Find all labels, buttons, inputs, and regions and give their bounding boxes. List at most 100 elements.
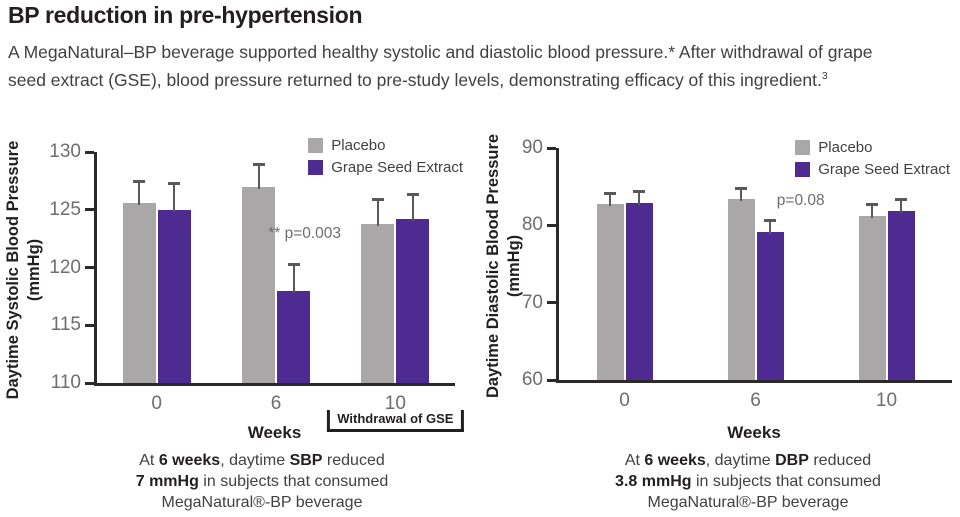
caption-line: 3.8 mmHg in subjects that consumed <box>568 471 928 492</box>
caption-line: MegaNatural®-BP beverage <box>568 492 928 513</box>
caption-bold-text: 6 weeks <box>158 452 221 469</box>
plot-area-systolic: 110 115 120 125 130 0 6 10 ** p=0.003 <box>49 141 455 414</box>
caption-systolic: At 6 weeks, daytime SBP reduced 7 mmHg in… <box>82 450 442 513</box>
subtitle-text: A MegaNatural–BP beverage supported heal… <box>8 42 873 90</box>
caption-bold-text: 3.8 mmHg <box>615 473 692 490</box>
y-tick-label: 110 <box>50 372 81 393</box>
error-bar-stem <box>173 183 176 212</box>
error-bar-cap <box>406 192 419 196</box>
p-value-annotation: ** p=0.003 <box>268 225 342 242</box>
caption-line: MegaNatural®-BP beverage <box>82 492 442 513</box>
x-axis-title: Weeks <box>727 423 781 442</box>
bar-placebo-week-6 <box>727 199 755 380</box>
y-tick-mark <box>85 208 94 212</box>
legend: Placebo Grape Seed Extract <box>308 137 463 176</box>
y-axis-title-line1: Daytime Systolic Blood Pressure <box>4 140 22 400</box>
legend-label-placebo: Placebo <box>818 139 873 156</box>
systolic-bp-chart: Daytime Systolic Blood Pressure (mmHg) 1… <box>0 133 470 517</box>
footnote-marker: 3 <box>821 70 828 82</box>
y-tick-label: 130 <box>49 141 81 162</box>
p-value-annotation: p=0.08 <box>776 191 825 209</box>
bar-gse-week-10 <box>396 219 430 383</box>
caption-text: in subjects that consumed <box>691 473 881 490</box>
caption-text: , daytime <box>705 452 776 469</box>
plot-area-diastolic: 60 70 80 90 0 6 10 p=0.08 <box>522 137 952 411</box>
bar-gse-week-0 <box>157 209 191 383</box>
error-bar-stem <box>376 199 379 226</box>
bar-gse-week-10 <box>887 211 915 380</box>
x-axis-title: Weeks <box>247 423 302 442</box>
y-tick-mark <box>547 301 556 305</box>
y-axis-title-line1: Daytime Diastolic Blood Pressure <box>484 133 502 399</box>
legend-label-gse: Grape Seed Extract <box>818 161 950 178</box>
caption-text: reduced <box>322 452 385 469</box>
x-tick-label-week-0: 0 <box>619 390 630 411</box>
error-bar-cap <box>133 179 146 183</box>
caption-text: MegaNatural®-BP beverage <box>647 494 849 511</box>
y-tick-mark <box>85 381 94 385</box>
y-tick-label: 115 <box>50 314 81 336</box>
caption-bold-text: DBP <box>775 452 809 469</box>
caption-line: 7 mmHg in subjects that consumed <box>82 471 442 492</box>
error-bar-stem <box>292 264 295 293</box>
error-bar-stem <box>740 188 742 202</box>
legend: Placebo Grape Seed Extract <box>795 139 950 178</box>
bar-gse-week-0 <box>625 202 653 380</box>
bar-placebo-week-0 <box>596 203 624 380</box>
diastolic-bp-chart: Daytime Diastolic Blood Pressure (mmHg) … <box>480 133 960 517</box>
bar-placebo-week-10 <box>361 223 395 383</box>
caption-text: At <box>624 452 645 469</box>
caption-line: At 6 weeks, daytime DBP reduced <box>568 450 928 471</box>
legend-label-gse: Grape Seed Extract <box>331 159 463 176</box>
gse-swatch-icon <box>795 162 811 177</box>
y-tick-label: 70 <box>521 291 543 313</box>
caption-text: reduced <box>808 452 872 469</box>
error-bar-cap <box>252 162 265 166</box>
x-tick-label-week-6: 6 <box>270 393 282 414</box>
page-subtitle: A MegaNatural–BP beverage supported heal… <box>8 40 896 92</box>
caption-bold-text: 6 weeks <box>644 452 706 469</box>
y-tick-mark <box>547 146 556 150</box>
error-bar-stem <box>769 219 771 235</box>
y-tick-label: 60 <box>521 369 543 390</box>
bar-placebo-week-6 <box>242 186 275 383</box>
y-tick-mark <box>85 323 94 327</box>
caption-text: , daytime <box>220 452 290 469</box>
gse-swatch-icon <box>308 160 324 175</box>
caption-line: At 6 weeks, daytime SBP reduced <box>82 450 442 471</box>
error-bar-cap <box>168 182 181 186</box>
placebo-swatch-icon <box>795 140 811 155</box>
placebo-swatch-icon <box>308 138 324 153</box>
error-bar-stem <box>609 192 611 206</box>
y-tick-label: 125 <box>49 198 81 220</box>
y-tick-mark <box>547 223 556 227</box>
page-title: BP reduction in pre-hypertension <box>8 2 363 28</box>
error-bar-cap <box>604 191 616 195</box>
caption-text: At <box>139 452 159 469</box>
error-bar-cap <box>735 187 747 191</box>
y-tick-mark <box>85 150 94 154</box>
x-tick-label-week-6: 6 <box>750 390 761 411</box>
legend-item-gse: Grape Seed Extract <box>795 161 950 178</box>
withdrawal-note-text: Withdrawal of GSE <box>337 411 454 426</box>
bar-gse-week-6 <box>277 290 310 383</box>
x-tick-label-week-0: 0 <box>151 393 162 414</box>
bar-placebo-week-10 <box>858 216 886 380</box>
error-bar-cap <box>371 198 384 202</box>
error-bar-cap <box>633 189 645 193</box>
legend-item-placebo: Placebo <box>308 137 463 154</box>
legend-item-gse: Grape Seed Extract <box>308 159 463 176</box>
error-bar-stem <box>871 204 873 219</box>
y-tick-label: 120 <box>49 256 81 278</box>
caption-text: in subjects that consumed <box>198 473 389 490</box>
error-bar-cap <box>287 263 300 267</box>
y-tick-label: 80 <box>521 214 543 236</box>
error-bar-stem <box>638 190 640 205</box>
caption-bold-text: 7 mmHg <box>135 473 199 490</box>
error-bar-stem <box>138 180 141 205</box>
legend-label-placebo: Placebo <box>331 137 386 154</box>
caption-bold-text: SBP <box>289 452 323 469</box>
error-bar-stem <box>257 163 260 189</box>
caption-text: MegaNatural®-BP beverage <box>161 494 363 511</box>
